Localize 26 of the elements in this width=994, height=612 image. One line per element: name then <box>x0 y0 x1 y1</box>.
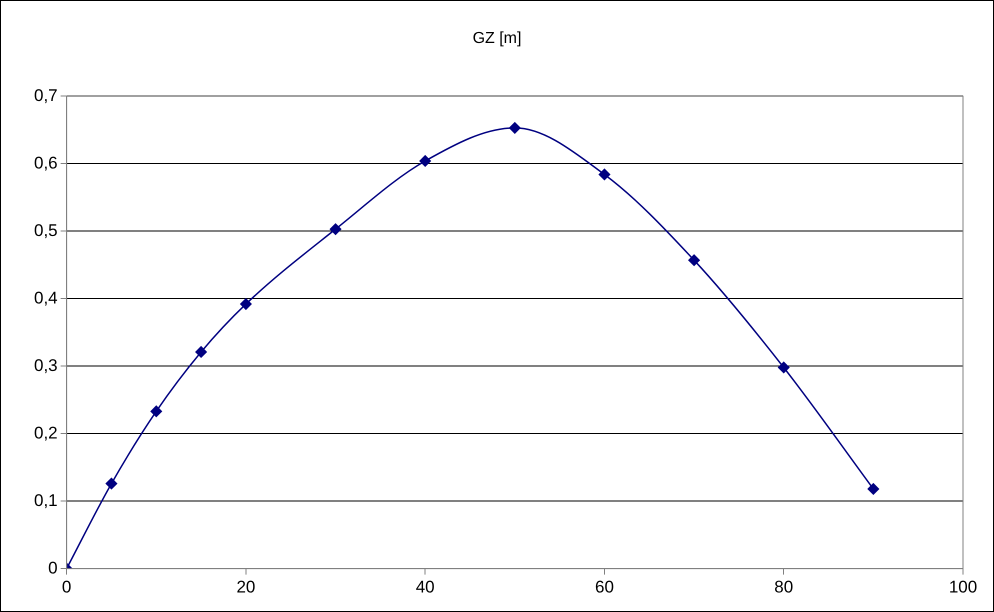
point <box>419 155 431 167</box>
x-tick-label: 20 <box>236 577 256 596</box>
point <box>150 406 162 418</box>
point <box>688 254 700 266</box>
y-tick-label: 0,1 <box>34 490 58 510</box>
point <box>509 122 521 134</box>
y-tick-label: 0,7 <box>34 86 58 105</box>
y-tick-label: 0,2 <box>34 423 58 442</box>
y-tick-label: 0,6 <box>34 153 58 172</box>
y-tick-label: 0,4 <box>34 288 58 308</box>
y-tick-label: 0,3 <box>34 356 58 375</box>
point <box>195 346 207 358</box>
chart-title: GZ [m] <box>472 30 522 48</box>
point <box>598 168 610 180</box>
x-tick-label: 40 <box>416 577 435 596</box>
point <box>240 298 252 310</box>
x-tick-label: 0 <box>62 577 72 596</box>
y-tick-label: 0,5 <box>34 220 58 240</box>
point <box>778 362 790 374</box>
x-tick-label: 80 <box>774 577 794 596</box>
x-tick-label: 100 <box>948 577 978 596</box>
point <box>106 478 118 490</box>
point <box>330 223 342 235</box>
x-tick-label: 60 <box>594 577 614 596</box>
point <box>868 483 880 495</box>
y-tick-label: 0 <box>48 558 58 578</box>
